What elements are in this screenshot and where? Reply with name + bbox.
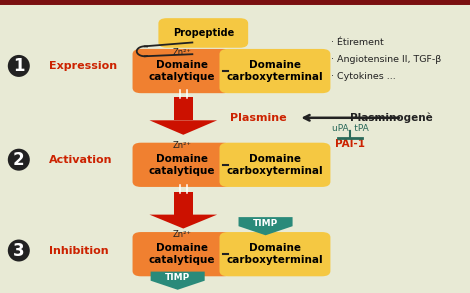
Text: TIMP: TIMP: [165, 273, 190, 282]
Text: · Angiotensine II, TGF-β: · Angiotensine II, TGF-β: [331, 55, 442, 64]
Polygon shape: [238, 217, 292, 235]
Text: TIMP: TIMP: [253, 219, 278, 228]
FancyBboxPatch shape: [219, 232, 330, 276]
Text: uPA, tPA: uPA, tPA: [332, 124, 368, 133]
Text: Zn²⁺: Zn²⁺: [173, 142, 192, 150]
Text: Domaine
catalytique: Domaine catalytique: [149, 154, 215, 176]
Text: 2: 2: [13, 151, 24, 169]
Polygon shape: [150, 272, 205, 290]
Text: Domaine
carboxyterminal: Domaine carboxyterminal: [227, 243, 323, 265]
Text: Expression: Expression: [49, 61, 118, 71]
FancyBboxPatch shape: [133, 49, 232, 93]
Text: Plasminogenè: Plasminogenè: [350, 113, 432, 123]
Text: Plasmine: Plasmine: [230, 113, 287, 123]
Text: PAI-1: PAI-1: [335, 139, 365, 149]
FancyBboxPatch shape: [133, 232, 232, 276]
FancyBboxPatch shape: [219, 49, 330, 93]
Text: Domaine
catalytique: Domaine catalytique: [149, 60, 215, 82]
Polygon shape: [149, 120, 217, 135]
Text: Domaine
catalytique: Domaine catalytique: [149, 243, 215, 265]
Text: 3: 3: [13, 241, 24, 260]
FancyBboxPatch shape: [133, 143, 232, 187]
Polygon shape: [174, 97, 193, 120]
FancyBboxPatch shape: [158, 18, 248, 48]
Text: Activation: Activation: [49, 155, 113, 165]
Polygon shape: [174, 192, 193, 214]
Text: · Étirement: · Étirement: [331, 38, 384, 47]
Text: Zn²⁺: Zn²⁺: [173, 230, 192, 239]
Text: Domaine
carboxyterminal: Domaine carboxyterminal: [227, 154, 323, 176]
Text: Inhibition: Inhibition: [49, 246, 109, 255]
Text: Zn²⁺: Zn²⁺: [173, 48, 192, 57]
FancyBboxPatch shape: [219, 143, 330, 187]
Polygon shape: [149, 214, 217, 229]
Text: · Cytokines ...: · Cytokines ...: [331, 72, 396, 81]
Text: 1: 1: [13, 57, 24, 75]
Text: Propeptide: Propeptide: [172, 28, 234, 38]
Text: Domaine
carboxyterminal: Domaine carboxyterminal: [227, 60, 323, 82]
